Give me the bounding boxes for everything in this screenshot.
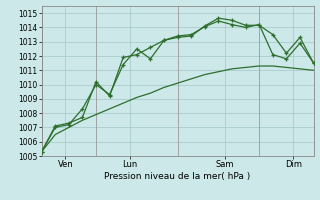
X-axis label: Pression niveau de la mer( hPa ): Pression niveau de la mer( hPa ) [104, 172, 251, 181]
